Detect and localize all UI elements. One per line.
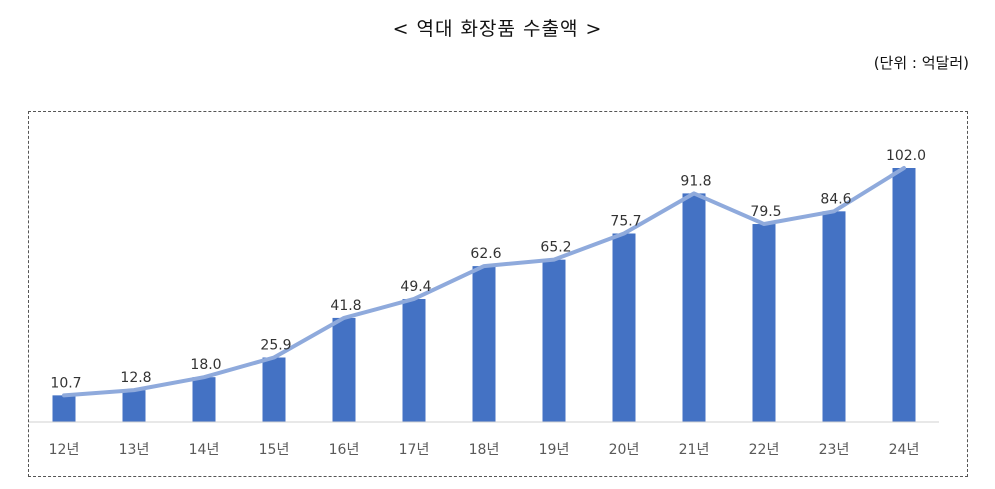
x-tick-label-2: 14년	[189, 442, 220, 458]
x-axis: 12년 13년 14년 15년 16년 17년 18년 19년 20년 21년 22년 23년 24년	[29, 421, 939, 458]
bar-9	[682, 193, 706, 422]
x-tick-label-11: 23년	[819, 442, 850, 458]
bar-3	[262, 357, 286, 422]
x-tick-label-6: 18년	[469, 442, 500, 458]
data-label-1: 12.8	[120, 370, 151, 386]
x-tick-label-0: 12년	[49, 442, 80, 458]
x-tick-label-12: 24년	[889, 442, 920, 458]
bar-11	[822, 211, 846, 422]
bar-2	[192, 377, 216, 422]
bar-10	[752, 224, 776, 422]
bar-0	[52, 395, 76, 422]
x-tick-label-9: 21년	[679, 442, 710, 458]
x-tick-label-1: 13년	[119, 442, 150, 458]
data-label-4: 41.8	[330, 298, 361, 314]
bar-6	[472, 266, 496, 422]
data-label-0: 10.7	[50, 375, 81, 391]
line-layer	[62, 166, 906, 398]
data-label-12: 102.0	[886, 148, 926, 164]
bar-12	[892, 168, 916, 422]
x-tick-label-3: 15년	[259, 442, 290, 458]
data-label-9: 91.8	[680, 173, 711, 189]
unit-note: (단위 : 억달러)	[873, 54, 969, 72]
bars-layer	[52, 168, 916, 422]
bar-5	[402, 298, 426, 422]
x-tick-label-8: 20년	[609, 442, 640, 458]
data-label-7: 65.2	[540, 240, 571, 256]
data-label-10: 79.5	[750, 204, 781, 220]
bar-7	[542, 259, 566, 422]
data-label-8: 75.7	[610, 213, 641, 229]
bar-1	[122, 390, 146, 422]
chart-svg: 10.7 12.8 18.0 25.9 41.8 49.4 62.6 65.2 75.7 91.8…	[29, 148, 939, 458]
data-label-5: 49.4	[400, 279, 431, 295]
bar-8	[612, 233, 636, 422]
trend-line	[62, 166, 906, 398]
x-tick-label-10: 22년	[749, 442, 780, 458]
x-tick-label-4: 16년	[329, 442, 360, 458]
x-tick-label-5: 17년	[399, 442, 430, 458]
x-tick-label-7: 19년	[539, 442, 570, 458]
data-label-6: 62.6	[470, 246, 501, 262]
data-labels-layer: 10.7 12.8 18.0 25.9 41.8 49.4 62.6 65.2 75.7 91.8…	[50, 148, 926, 391]
bar-4	[332, 317, 356, 422]
chart-frame: 10.7 12.8 18.0 25.9 41.8 49.4 62.6 65.2 75.7 91.8…	[28, 111, 968, 477]
data-label-2: 18.0	[190, 357, 221, 373]
data-label-3: 25.9	[260, 338, 291, 354]
chart-title: < 역대 화장품 수출액 >	[392, 18, 603, 40]
data-label-11: 84.6	[820, 191, 851, 207]
